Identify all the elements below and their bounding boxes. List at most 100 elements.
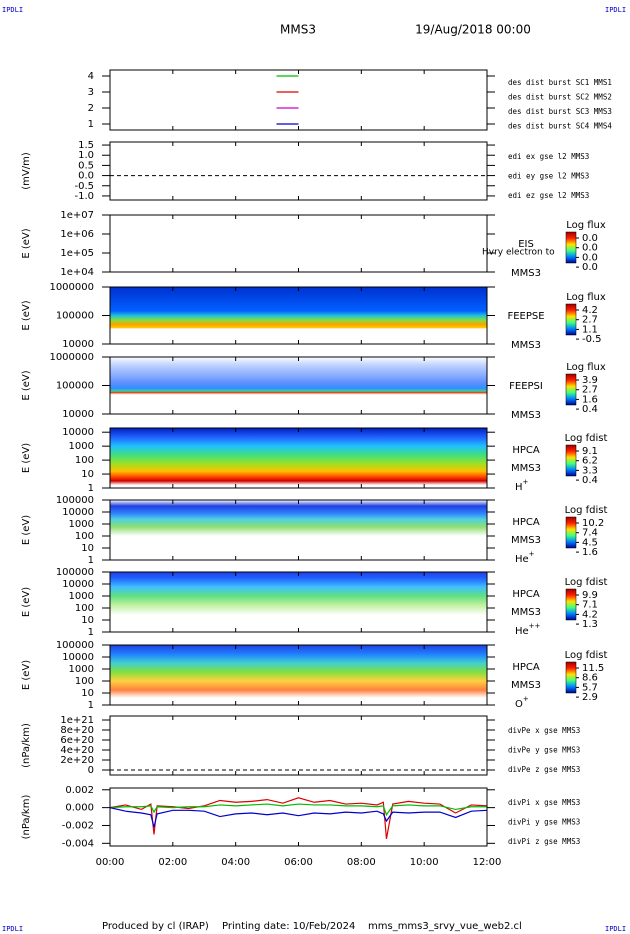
y-tick-label: -1.0 [74,191,94,202]
colorbar-title: Log flux [566,220,606,231]
colorbar-tick-label: 4.5 [582,537,598,548]
colorbar-tick-label: 2.7 [582,315,598,326]
legend-entry: divPi y gse MMS3 [508,818,580,827]
y-tick-label: 10000 [62,579,94,590]
y-tick-label: 10000 [62,427,94,438]
y-tick-label: 1 [88,119,94,130]
y-tick-label: 4e+20 [60,745,94,756]
y-axis-label: (mV/m) [21,152,32,190]
footer-file: mms_mms3_srvy_vue_web2.cl [368,921,522,932]
colorbar [565,661,577,694]
spectrogram [110,357,487,414]
data-line [109,797,488,839]
y-tick-label: 1e+07 [60,210,94,221]
colorbar-tick-label: 2.7 [582,385,598,396]
y-tick-label: 0 [88,765,94,776]
y-tick-label: 100000 [56,640,94,651]
instrument-label: EIS [518,239,534,250]
panel-frame [109,427,488,489]
y-tick-label: 1 [88,627,94,638]
y-tick-label: 10 [81,688,94,699]
y-tick-label: -0.5 [74,181,94,192]
y-axis-label: E (eV) [21,660,32,690]
colorbar-tick-label: 1.6 [582,547,598,558]
legend-entry: divPe x gse MMS3 [508,726,580,735]
y-tick-label: 100000 [56,311,94,322]
y-tick-label: 10000 [62,507,94,518]
colorbar-tick-label: -0.5 [582,334,602,345]
charge: + [529,550,535,558]
spectrogram [110,572,487,632]
y-tick-label: 1e+06 [60,229,94,240]
legend-entry: divPi z gse MMS3 [508,837,580,846]
footer-printing: Printing date: 10/Feb/2024 [222,921,355,932]
corner-label: IPDLI [2,6,23,14]
colorbar-tick-label: 0.4 [582,475,598,486]
instrument-label: MMS3 [511,680,541,691]
spectrogram [110,500,487,560]
x-tick-label: 02:00 [158,857,187,868]
y-tick-label: 100000 [56,567,94,578]
colorbar-tick-label: 10.2 [582,518,604,529]
legend-entry: des dist burst SC3 MMS3 [508,107,612,116]
charge: + [523,695,529,703]
y-tick-label: 1.0 [78,150,94,161]
y-tick-label: 10 [81,543,94,554]
x-tick-label: 00:00 [96,857,125,868]
y-tick-label: 10 [81,469,94,480]
y-tick-label: 0.002 [65,785,94,796]
y-tick-label: 0.000 [65,803,94,814]
colorbar-tick-label: 7.4 [582,528,598,539]
data-line [109,807,488,828]
x-tick-label: 10:00 [410,857,439,868]
y-tick-label: 1 [88,483,94,494]
y-axis-label: E (eV) [21,443,32,473]
instrument-label: FEEPSE [507,311,544,322]
instrument-label: FEEPSI [509,381,543,392]
y-tick-label: 0.5 [78,160,94,171]
y-axis-label: E (eV) [21,515,32,545]
colorbar-title: Log fdist [565,577,608,588]
colorbar [565,373,577,406]
y-tick-label: 100 [75,676,94,687]
legend-entry: des dist burst SC2 MMS2 [508,93,612,102]
legend-entry: edi ey gse l2 MMS3 [508,172,589,181]
y-axis-label: E (eV) [21,587,32,617]
colorbar-tick-label: 0.0 [582,243,598,254]
y-tick-label: 1000 [69,519,94,530]
colorbar [565,516,577,549]
instrument-label: MMS3 [511,535,541,546]
instrument-label: HPCA [512,445,540,456]
legend-entry: edi ez gse l2 MMS3 [508,191,589,200]
species-label: H+ [515,478,529,493]
y-tick-label: 1.5 [78,140,94,151]
colorbar-tick-label: 3.9 [582,375,598,386]
y-axis-label: (nPa/km) [21,723,32,768]
colorbar-tick-label: 11.5 [582,663,604,674]
y-tick-label: 1e+05 [60,248,94,259]
panel-frame [109,571,488,633]
colorbar-tick-label: 6.2 [582,456,598,467]
colorbar-tick-label: 2.9 [582,692,598,703]
colorbar-tick-label: 0.0 [582,252,598,263]
instrument-label: MMS3 [511,268,541,279]
y-tick-label: 1000000 [49,282,94,293]
colorbar-tick-label: 0.0 [582,233,598,244]
panel-frame [109,499,488,561]
colorbar-tick-label: 5.7 [582,682,598,693]
annotation: Hvry electron to [482,248,555,258]
y-tick-label: 100 [75,531,94,542]
data-line [109,803,487,817]
y-tick-label: -0.004 [62,838,94,849]
spectrogram [110,428,487,488]
colorbar-tick-label: 0.0 [582,262,598,273]
colorbar-title: Log fdist [565,505,608,516]
y-axis-label: E (eV) [21,370,32,400]
legend-entry: divPi x gse MMS3 [508,798,580,807]
x-tick-label: 08:00 [347,857,376,868]
instrument-label: MMS3 [511,340,541,351]
colorbar-tick-label: 1.6 [582,394,598,405]
colorbar-tick-label: 3.3 [582,465,598,476]
species-label: He++ [515,622,541,637]
corner-label: IPDLI [605,6,626,14]
